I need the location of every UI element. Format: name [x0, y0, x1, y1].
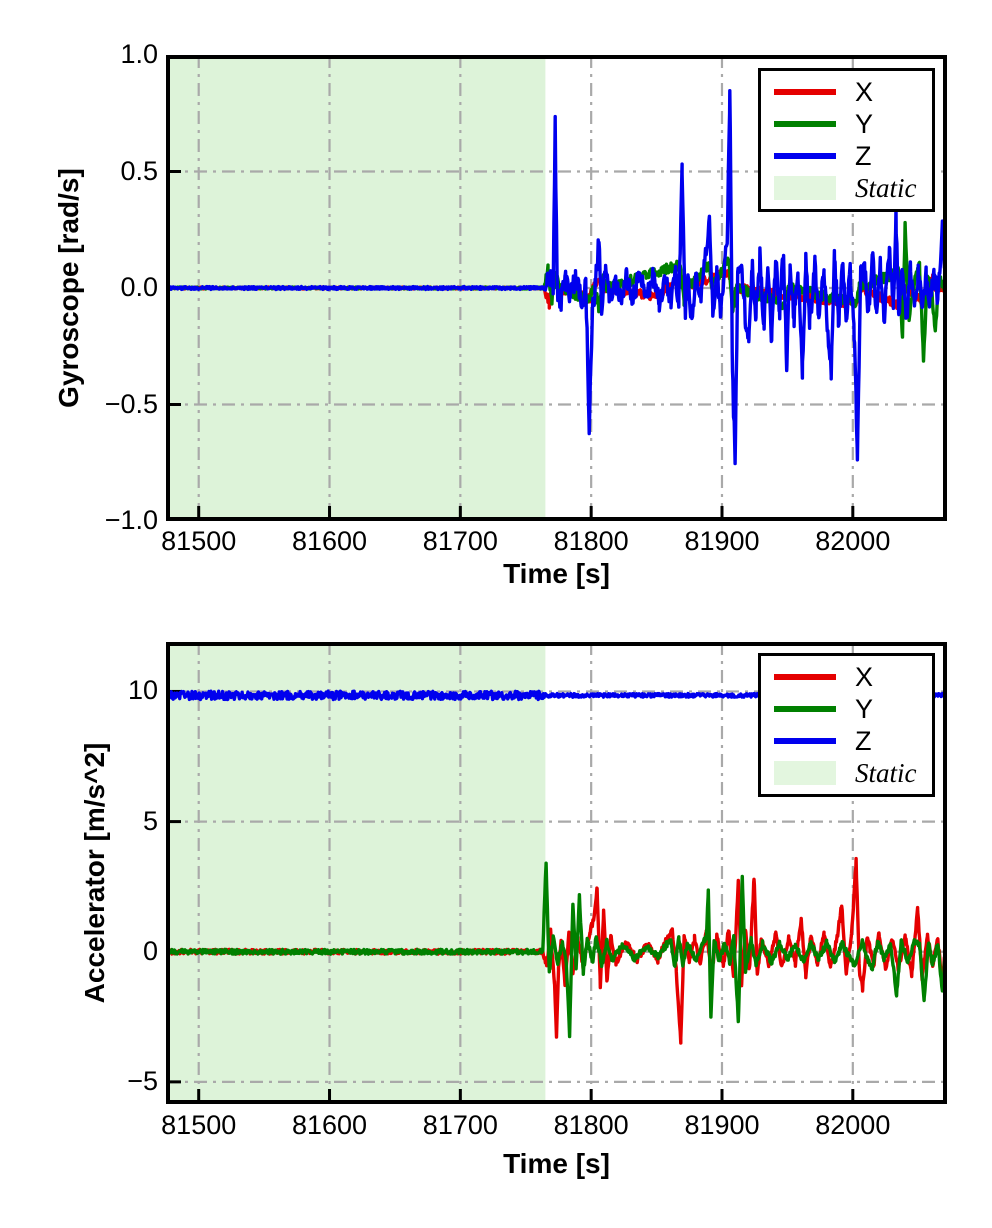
y-tick-label: 0.5	[120, 155, 158, 186]
legend-row: Y	[774, 693, 932, 724]
gyro-plot	[166, 55, 947, 521]
y-tick-label: −1.0	[104, 505, 158, 535]
legend-y-swatch	[774, 706, 836, 712]
y-tick-label: 0	[142, 935, 158, 966]
legend-row: X	[774, 661, 932, 692]
legend-label: Static	[855, 757, 917, 788]
series-z-line	[166, 89, 947, 466]
legend-z-swatch	[774, 153, 836, 159]
legend-row: Static	[774, 757, 932, 788]
x-tick-label: 81800	[553, 1110, 629, 1140]
gyro-x-axis-label: Time [s]	[503, 558, 610, 589]
y-tick-label: −5	[127, 1065, 158, 1096]
y-tick-label: 10	[127, 675, 158, 706]
x-tick-label: 82000	[815, 1110, 891, 1140]
static-region-band	[166, 642, 546, 1104]
legend-label: Z	[855, 725, 872, 756]
legend-row: Z	[774, 140, 932, 171]
accel-plot	[166, 642, 947, 1104]
legend-row: Y	[774, 108, 932, 139]
y-tick-label: −0.5	[104, 388, 158, 419]
x-tick-label: 81700	[422, 1110, 498, 1140]
legend-y-swatch	[774, 121, 836, 127]
legend-static-swatch	[774, 761, 836, 785]
legend-x-swatch	[774, 674, 836, 680]
axes-frame	[166, 642, 947, 1104]
x-tick-label: 81600	[291, 526, 368, 556]
legend-row: Static	[774, 172, 932, 203]
legend-x-swatch	[774, 89, 836, 95]
y-tick-label: 5	[142, 805, 158, 836]
x-tick-label: 81600	[291, 1110, 368, 1140]
x-tick-label: 81900	[684, 526, 760, 556]
y-tick-label: 1.0	[120, 39, 158, 69]
x-tick-label: 81500	[161, 1110, 237, 1140]
legend-label: Z	[855, 140, 872, 171]
legend-row: X	[774, 76, 932, 107]
legend-label: Y	[855, 108, 874, 139]
series-y-line	[166, 861, 947, 1039]
accel-y-axis-label: Accelerator [m/s^2]	[79, 742, 110, 1004]
x-tick-label: 81700	[422, 526, 498, 556]
x-tick-label: 81900	[684, 1110, 760, 1140]
y-tick-label: 0.0	[120, 272, 158, 302]
legend-static-swatch	[774, 176, 836, 200]
axes-frame	[166, 55, 947, 521]
legend-label: Y	[855, 693, 874, 724]
x-tick-label: 81800	[553, 526, 629, 556]
legend-label: Static	[855, 172, 917, 203]
x-tick-label: 82000	[815, 526, 891, 556]
accel-legend: X Y Z Static	[758, 653, 935, 797]
legend-label: X	[855, 76, 874, 107]
accel-x-axis-label: Time [s]	[503, 1148, 610, 1179]
legend-row: Z	[774, 725, 932, 756]
legend-label: X	[855, 661, 874, 692]
gyro-legend: X Y Z Static	[758, 68, 935, 212]
x-tick-label: 81500	[161, 526, 237, 556]
legend-z-swatch	[774, 738, 836, 744]
